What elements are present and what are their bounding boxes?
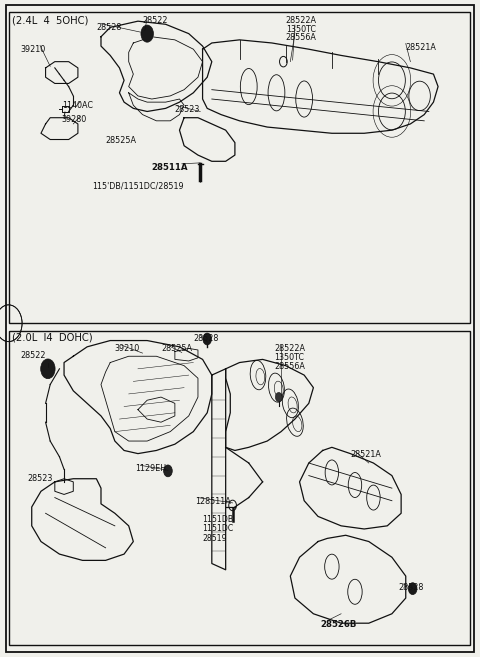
Text: 28522A: 28522A [286,16,317,26]
Text: 28522A: 28522A [274,344,305,353]
Text: 1350TC: 1350TC [274,353,304,362]
Text: 39280: 39280 [62,114,87,124]
Text: (2.0L  I4  DOHC): (2.0L I4 DOHC) [12,332,93,342]
Text: 28522: 28522 [20,351,46,359]
Text: 1129EH: 1129EH [136,464,167,473]
Text: 28521A: 28521A [350,451,381,459]
Text: 1151DB: 1151DB [203,515,234,524]
Circle shape [41,359,55,378]
Text: 28523: 28523 [27,474,52,483]
Text: 28511A: 28511A [152,163,188,172]
Text: 28528: 28528 [399,583,424,592]
Text: 28519: 28519 [203,533,227,543]
Text: (2.4L  4  5OHC): (2.4L 4 5OHC) [12,16,88,26]
Bar [9,12,470,323]
Text: 28528: 28528 [193,334,219,343]
Text: 1151DC: 1151DC [203,524,234,533]
Text: 28556A: 28556A [286,33,317,42]
Text: 128511A: 128511A [196,497,231,506]
Bar [9,331,470,645]
Circle shape [141,25,154,42]
Text: 28525A: 28525A [161,344,192,353]
Circle shape [203,333,212,345]
Text: 28526B: 28526B [320,620,357,629]
Text: 28556A: 28556A [274,362,305,371]
Text: 1140AC: 1140AC [62,101,93,110]
Circle shape [164,465,172,477]
Text: 28525A: 28525A [106,137,137,145]
Text: 28522: 28522 [143,16,168,26]
Text: 28528: 28528 [96,23,122,32]
Text: 1350TC: 1350TC [286,25,316,34]
Circle shape [276,392,282,401]
Text: 39210: 39210 [20,45,46,53]
Text: 28521A: 28521A [406,43,437,52]
Text: 115'DB/1151DC/28519: 115'DB/1151DC/28519 [92,181,183,191]
Text: 39210: 39210 [115,344,140,353]
Circle shape [408,583,417,595]
Text: 28523: 28523 [175,105,200,114]
